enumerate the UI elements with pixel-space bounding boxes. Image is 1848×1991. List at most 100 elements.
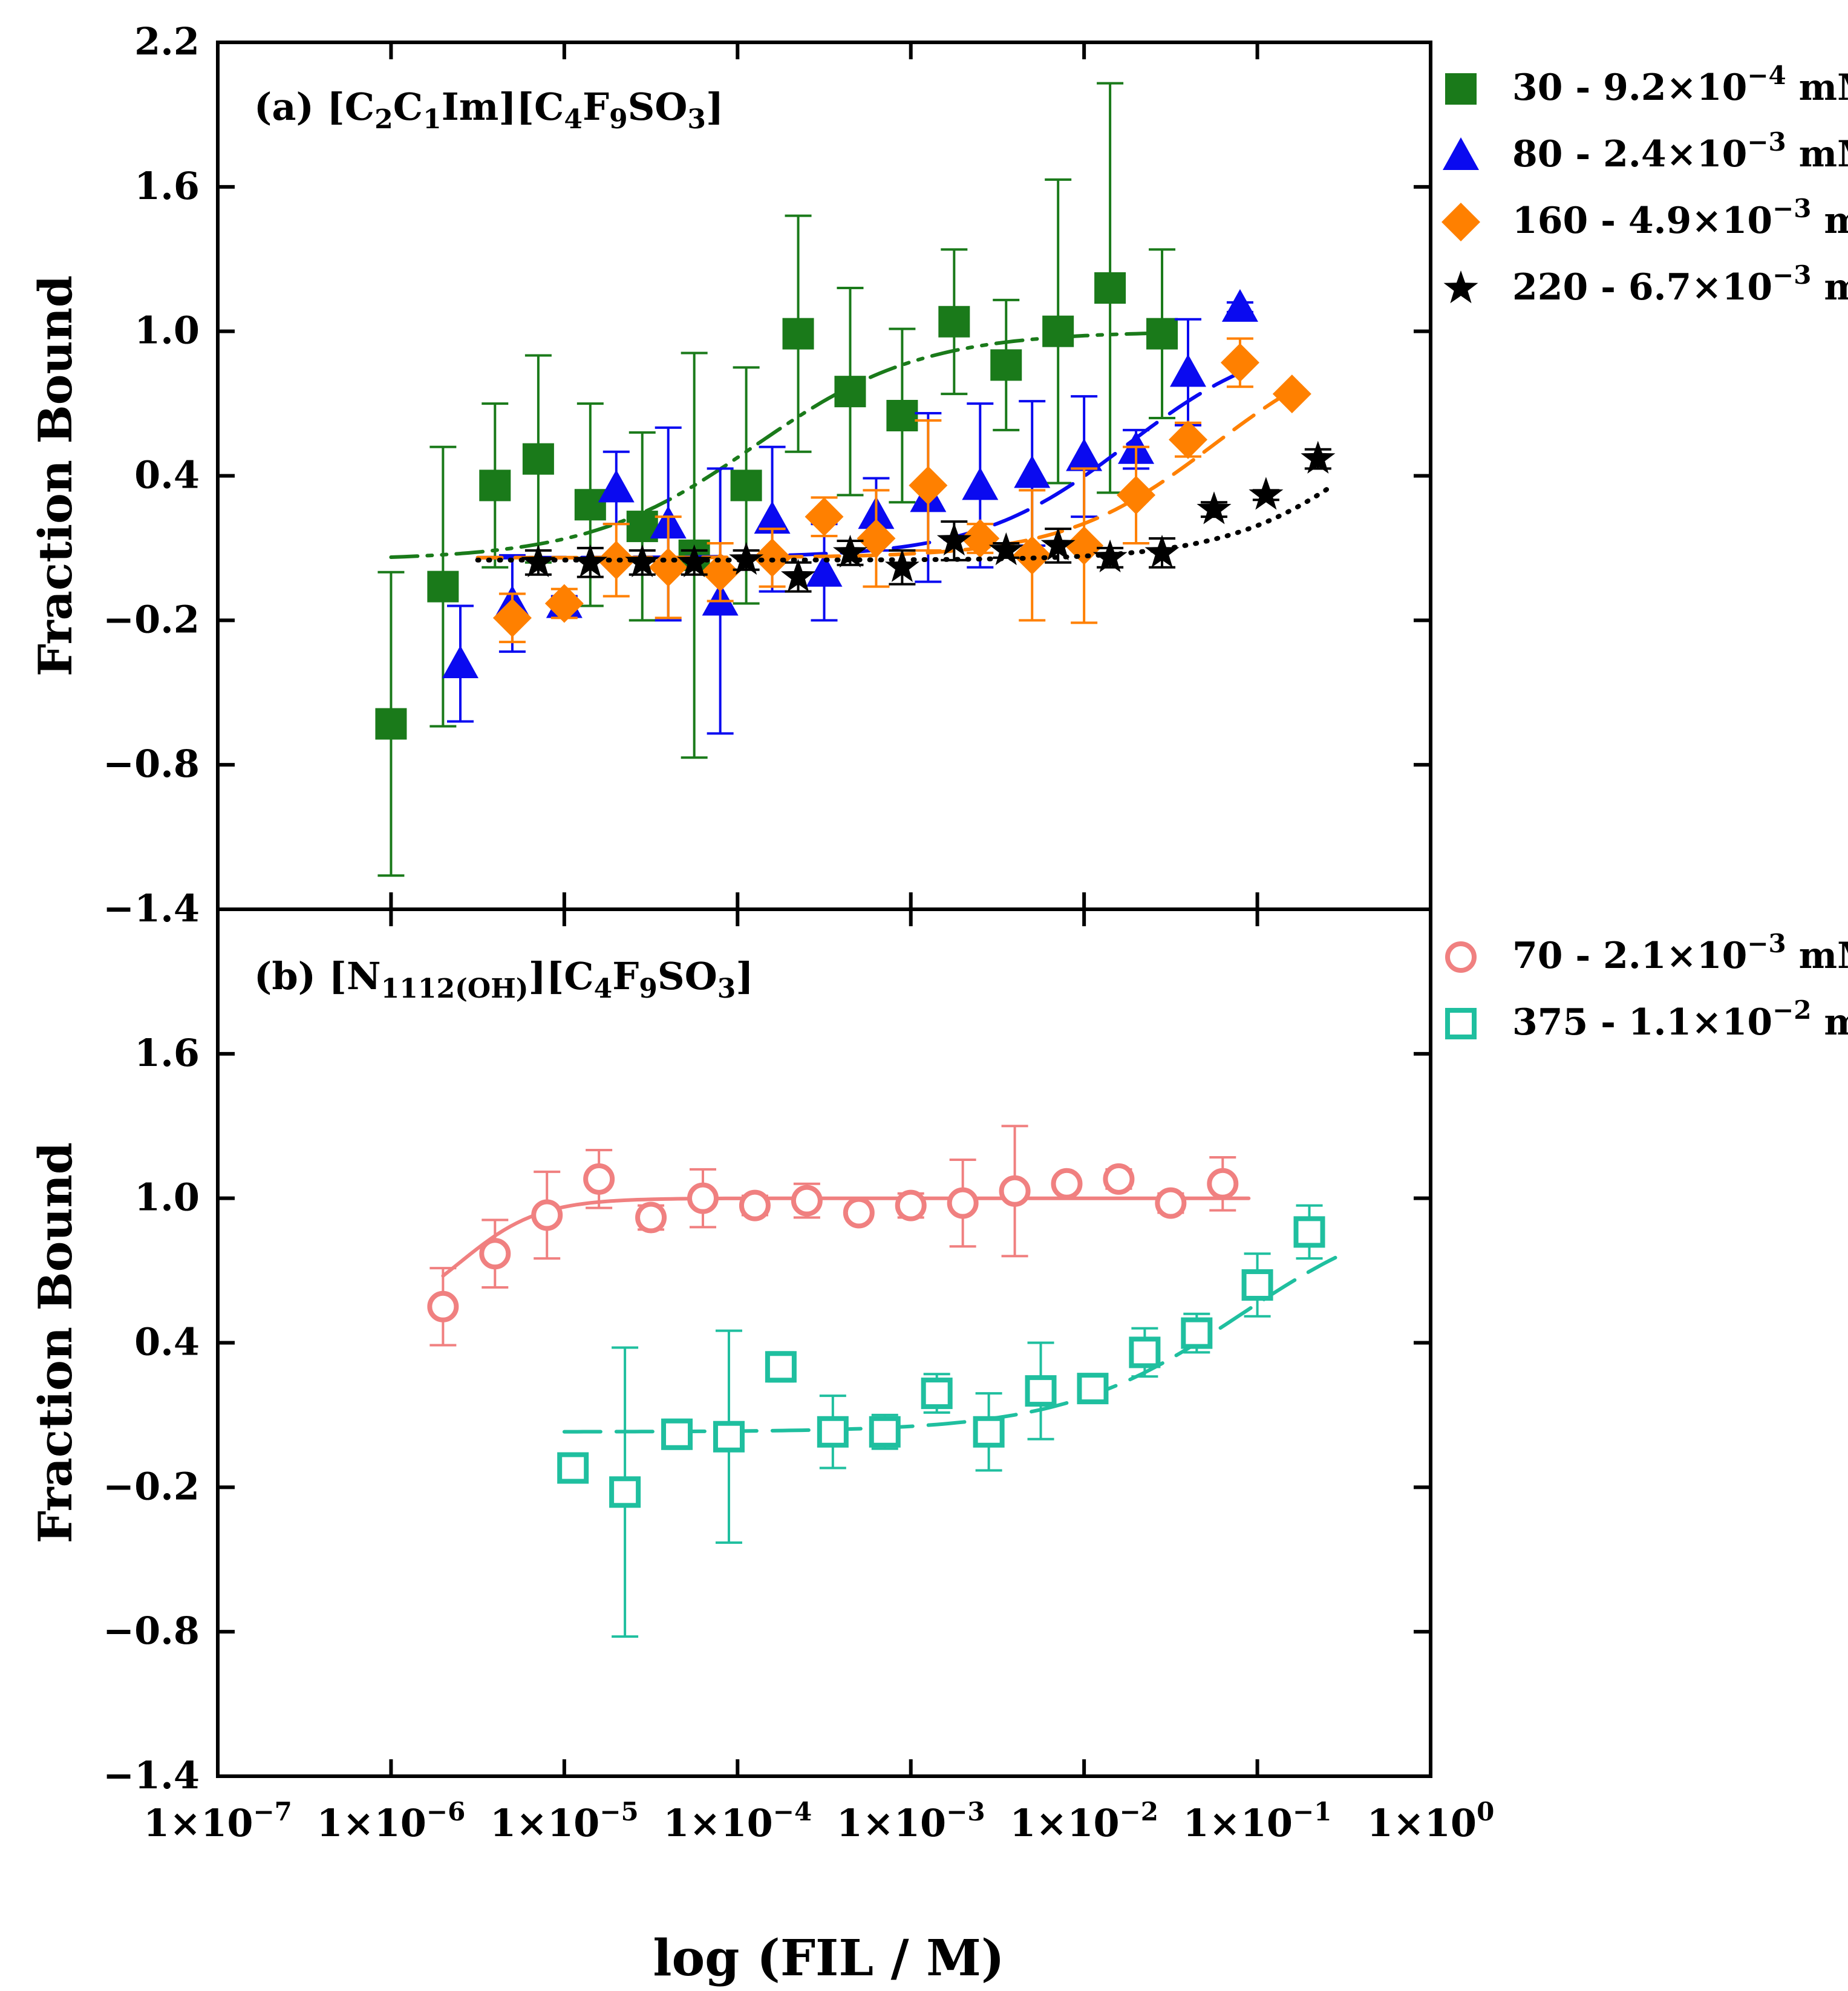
data-point	[531, 1199, 563, 1231]
label-exponent: −3	[1772, 260, 1811, 290]
legend-marker	[1443, 270, 1478, 304]
data-point	[781, 558, 816, 592]
data-point	[739, 1189, 771, 1221]
series-4	[475, 440, 1336, 593]
data-point	[895, 1189, 927, 1221]
data-point	[427, 1290, 459, 1322]
data-point	[522, 443, 554, 475]
title-subscript: 2	[374, 104, 393, 135]
data-point	[1129, 1336, 1161, 1368]
data-point	[1042, 315, 1074, 347]
data-point	[1241, 1269, 1273, 1301]
data-point	[713, 1421, 745, 1453]
data-point	[1051, 1168, 1083, 1200]
y-tick-label: 0.4	[134, 1320, 200, 1364]
label-base: 1×10	[1010, 1801, 1119, 1845]
label-base: 1×10	[663, 1801, 772, 1845]
legend-marker	[1445, 941, 1477, 973]
data-point	[936, 523, 971, 556]
label-base: 70 - 2.1×10	[1512, 935, 1747, 977]
data-point	[479, 1238, 511, 1270]
y-tick-label: 1.6	[134, 1031, 200, 1075]
panel-title: (b) [N1112(OH)][C4F9SO3]	[254, 954, 754, 1004]
y-axis-title: Fraction Bound	[28, 1142, 82, 1543]
data-point	[557, 1452, 589, 1484]
series-1	[427, 1125, 1251, 1347]
legend-marker	[1443, 137, 1479, 170]
label-base: 30 - 9.2×10	[1512, 67, 1747, 109]
data-point	[1025, 1375, 1057, 1407]
legend-label: 30 - 9.2×10−4 mM	[1512, 60, 1848, 109]
label-base: 1×10	[317, 1801, 426, 1845]
label-exponent: −4	[773, 1797, 812, 1826]
title-segment: ]	[736, 954, 753, 998]
x-tick-label: 1×10−7	[143, 1797, 292, 1845]
data-point	[791, 1185, 823, 1217]
data-point	[1103, 1163, 1135, 1195]
data-point	[834, 376, 866, 408]
label-base: 1×10	[1183, 1801, 1293, 1845]
data-point	[938, 306, 970, 338]
data-point	[817, 1416, 849, 1448]
data-point	[961, 518, 1000, 558]
title-segment: F	[583, 85, 609, 129]
data-point	[843, 1197, 875, 1229]
label-base: 220 - 6.7×10	[1512, 266, 1772, 309]
y-tick-label: −0.8	[103, 1609, 200, 1653]
data-point	[479, 469, 511, 502]
label-exponent: −6	[426, 1797, 465, 1826]
y-tick-label: −0.8	[103, 742, 200, 786]
data-point	[375, 708, 407, 740]
y-tick-label: 2.2	[134, 19, 200, 64]
label-base: 1×10	[143, 1801, 253, 1845]
title-segment: ][C	[529, 954, 594, 998]
title-segment: SO	[658, 954, 717, 998]
data-point	[442, 645, 478, 678]
data-point	[947, 1187, 979, 1219]
label-exponent: −4	[1747, 60, 1786, 90]
data-point	[1181, 1317, 1213, 1349]
label-unit: mM	[1786, 935, 1848, 977]
data-point	[1169, 420, 1207, 459]
data-point	[1077, 1373, 1109, 1405]
label-base: 80 - 2.4×10	[1512, 133, 1747, 175]
y-tick-label: −1.4	[103, 886, 200, 930]
data-point	[625, 544, 660, 578]
data-point	[677, 544, 712, 578]
data-point	[782, 318, 814, 350]
label-exponent: −3	[946, 1797, 985, 1826]
data-point	[1013, 535, 1052, 575]
panel-title: (a) [C2C1Im][C4F9SO3]	[254, 85, 723, 135]
y-tick-label: 1.6	[134, 164, 200, 208]
label-base: 1×10	[1367, 1801, 1477, 1845]
y-tick-label: 1.0	[134, 1175, 200, 1220]
title-subscript: 1	[423, 104, 442, 135]
data-point	[661, 1418, 693, 1450]
data-point	[1293, 1216, 1325, 1248]
legend-marker	[1445, 1008, 1477, 1039]
data-point	[521, 544, 556, 578]
data-point	[1117, 476, 1156, 515]
legend-label: 220 - 6.7×10−3 mM	[1512, 260, 1848, 309]
x-tick-label: 1×10−2	[1010, 1797, 1158, 1845]
data-point	[1207, 1168, 1239, 1200]
label-exponent: −3	[1747, 127, 1786, 157]
y-tick-label: −1.4	[103, 1753, 200, 1797]
series-3	[475, 337, 1311, 644]
title-segment: SO	[628, 85, 688, 129]
label-unit: mM	[1812, 266, 1848, 309]
title-subscript: 4	[594, 973, 613, 1004]
title-segment: ]	[706, 85, 723, 129]
legend-label: 160 - 4.9×10−3 mM	[1512, 194, 1848, 242]
data-point	[544, 584, 584, 623]
data-point	[1066, 438, 1103, 471]
data-point	[729, 541, 764, 575]
data-point	[598, 469, 635, 503]
x-axis-title: log (FIL / M)	[653, 1929, 1004, 1987]
data-point	[1301, 440, 1336, 474]
data-point	[1094, 272, 1126, 304]
data-point	[1221, 289, 1258, 322]
label-base: 1×10	[837, 1801, 946, 1845]
